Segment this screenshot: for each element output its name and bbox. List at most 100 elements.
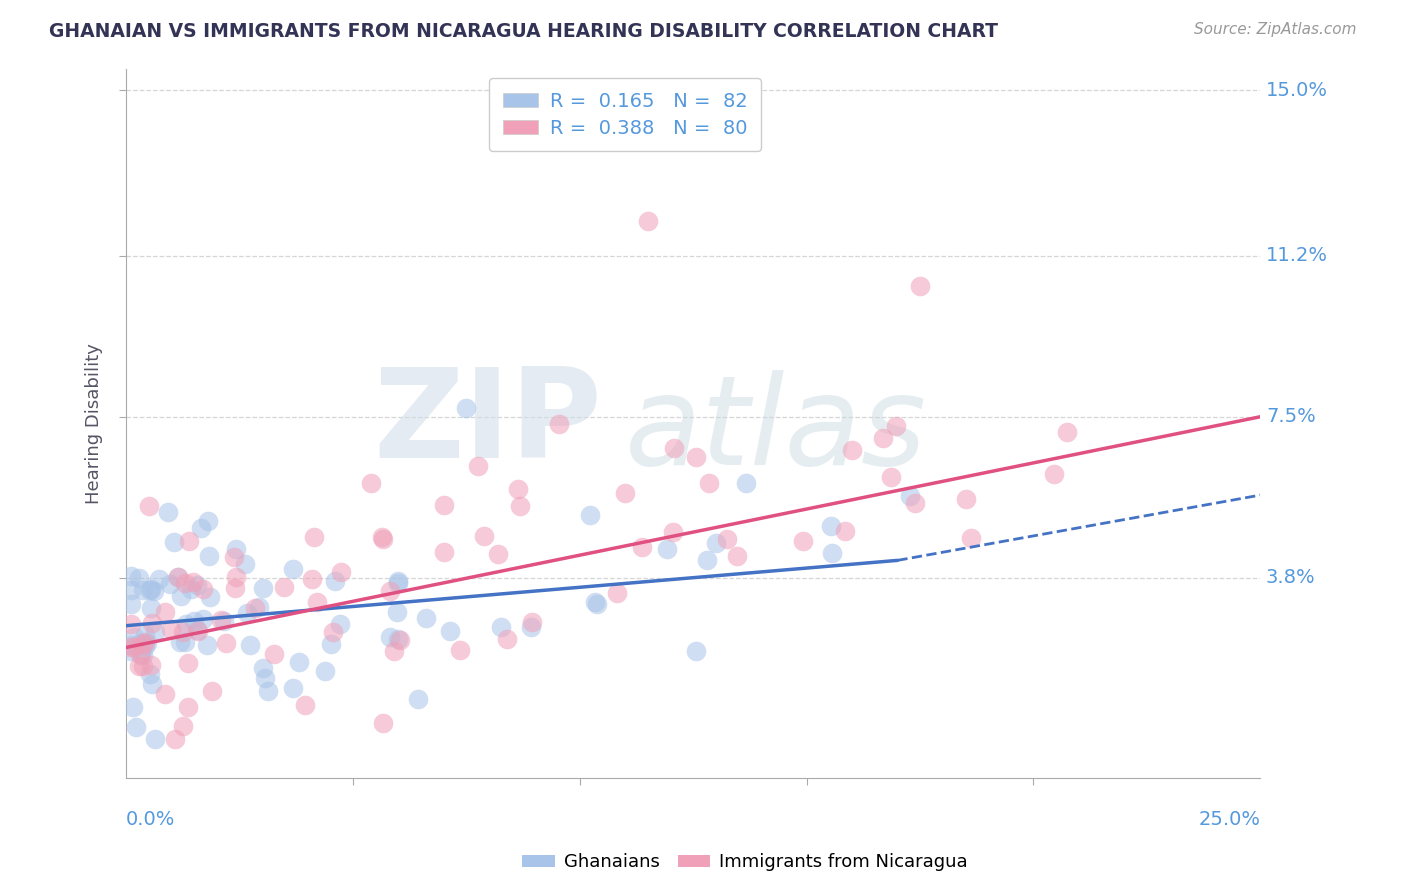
Point [489,620,512,634]
Point [898,489,921,503]
Point [141,677,163,691]
Point [872,432,894,446]
Point [433,545,456,559]
Text: 3.8%: 3.8% [1265,568,1316,587]
Point [302,530,325,544]
Point [139,667,162,681]
Point [520,620,543,634]
Point [128,571,150,585]
Point [243,600,266,615]
Point [661,524,683,539]
Point [252,581,274,595]
Point [330,565,353,579]
Point [273,580,295,594]
Point [371,716,394,731]
Point [170,590,193,604]
Point [725,549,748,563]
Point [134,639,156,653]
Text: GHANAIAN VS IMMIGRANTS FROM NICARAGUA HEARING DISABILITY CORRELATION CHART: GHANAIAN VS IMMIGRANTS FROM NICARAGUA HE… [49,22,998,41]
Point [378,630,401,644]
Point [884,418,907,433]
Point [586,597,609,611]
Point [631,540,654,554]
Point [387,575,409,590]
Point [307,595,329,609]
Point [579,508,602,522]
Text: 11.2%: 11.2% [1265,246,1327,265]
Point [904,496,927,510]
Point [301,572,323,586]
Y-axis label: Hearing Disability: Hearing Disability [86,343,103,504]
Point [387,574,409,588]
Point [323,574,346,588]
Point [655,541,678,556]
Point [685,450,707,464]
Point [735,475,758,490]
Point [288,655,311,669]
Point [122,640,145,654]
Point [129,647,152,661]
Point [233,557,256,571]
Point [135,636,157,650]
Point [132,637,155,651]
Point [955,492,977,507]
Point [583,595,606,609]
Point [183,614,205,628]
Point [235,607,257,621]
Point [172,625,194,640]
Point [138,499,160,513]
Point [380,584,402,599]
Point [186,578,208,592]
Point [415,611,437,625]
Point [704,536,727,550]
Point [1056,425,1078,440]
Point [129,648,152,663]
Point [508,482,530,496]
Point [472,529,495,543]
Point [120,582,142,597]
Point [174,616,197,631]
Point [195,638,218,652]
Point [1043,467,1066,482]
Text: atlas: atlas [626,370,928,491]
Point [156,505,179,519]
Point [406,692,429,706]
Point [960,531,983,545]
Point [387,605,409,619]
Point [252,661,274,675]
Point [122,699,145,714]
Point [120,617,142,632]
Point [197,514,219,528]
Point [148,572,170,586]
Legend: Ghanaians, Immigrants from Nicaragua: Ghanaians, Immigrants from Nicaragua [515,847,976,879]
Text: 0.0%: 0.0% [127,810,176,829]
Point [486,548,509,562]
Point [456,401,478,415]
Point [329,617,352,632]
Point [143,625,166,640]
Point [283,562,305,576]
Text: 15.0%: 15.0% [1265,81,1327,100]
Point [129,636,152,650]
Text: ZIP: ZIP [374,363,603,483]
Point [186,624,208,638]
Legend: R =  0.165   N =  82, R =  0.388   N =  80: R = 0.165 N = 82, R = 0.388 N = 80 [489,78,761,152]
Point [165,731,187,746]
Point [143,731,166,746]
Point [167,570,190,584]
Point [179,533,201,548]
Point [373,532,395,546]
Point [820,518,842,533]
Point [225,542,247,557]
Point [141,657,163,672]
Point [314,664,336,678]
Point [120,597,142,611]
Point [174,576,197,591]
Text: Source: ZipAtlas.com: Source: ZipAtlas.com [1194,22,1357,37]
Point [174,634,197,648]
Point [141,601,163,615]
Point [180,582,202,596]
Point [120,638,142,652]
Point [467,458,489,473]
Point [172,718,194,732]
